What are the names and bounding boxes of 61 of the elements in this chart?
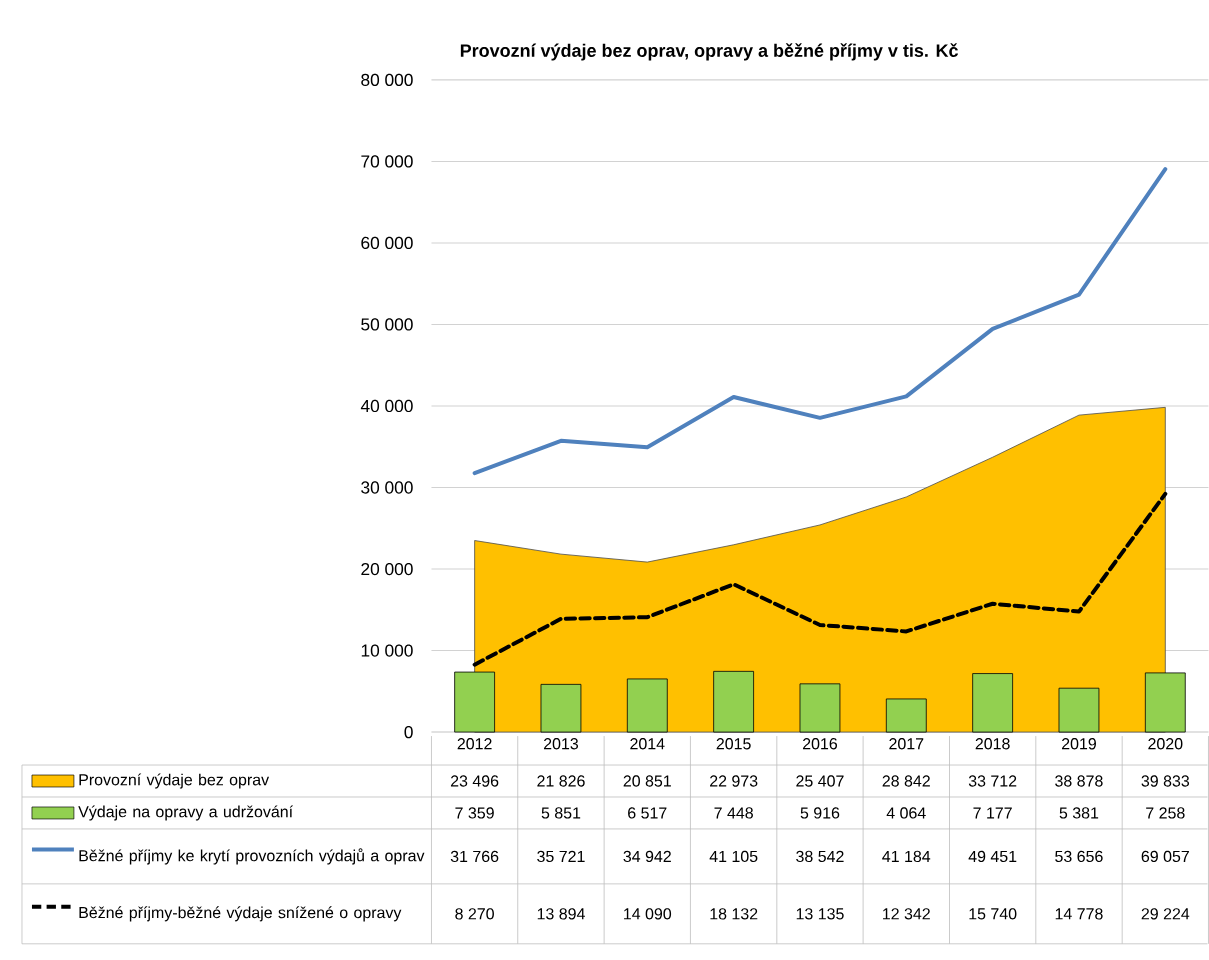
data-label: 20 851 <box>623 775 671 787</box>
x-tick-label: 2012 <box>457 738 492 750</box>
data-label: 31 766 <box>450 850 499 863</box>
data-label: 13 894 <box>537 908 585 920</box>
x-tick-label: 2016 <box>802 738 838 750</box>
data-label: 41 105 <box>709 850 758 863</box>
x-tick-label: 2017 <box>889 738 924 750</box>
data-label: 12 342 <box>883 908 930 920</box>
x-tick-label: 2014 <box>630 738 665 750</box>
legend-label: Běžné příjmy-běžné výdaje snížené o opravy <box>79 906 402 922</box>
data-label: 15 740 <box>969 908 1017 920</box>
data-label: 5 916 <box>800 807 840 819</box>
data-label: 7 177 <box>973 807 1012 819</box>
data-label: 7 359 <box>455 807 494 819</box>
data-label: 41 184 <box>882 850 931 863</box>
data-label: 14 778 <box>1055 908 1103 920</box>
data-label: 7 448 <box>714 807 753 819</box>
chart-title: Provozní výdaje bez oprav, opravy a běžné příjmy v tis. Kč <box>460 43 958 61</box>
y-tick-label: 40 000 <box>360 399 413 413</box>
data-label: 7 258 <box>1146 807 1185 819</box>
data-label: 23 496 <box>450 775 499 787</box>
y-tick-label: 20 000 <box>361 563 413 576</box>
data-label: 25 407 <box>796 775 844 787</box>
legend-label: Běžné příjmy ke krytí provozních výdajů a oprav <box>79 848 425 865</box>
data-label: 33 712 <box>968 775 1017 787</box>
data-label: 18 132 <box>710 908 758 920</box>
data-label: 69 057 <box>1141 850 1189 863</box>
y-tick-label: 50 000 <box>361 318 413 331</box>
x-tick-label: 2013 <box>543 738 579 750</box>
data-label: 14 090 <box>624 908 672 920</box>
data-label: 38 542 <box>796 850 844 863</box>
data-label: 35 721 <box>537 850 585 863</box>
x-tick-label: 2019 <box>1061 738 1096 750</box>
data-label: 8 270 <box>455 908 494 920</box>
data-label: 39 833 <box>1141 775 1190 787</box>
x-tick-label: 2020 <box>1148 738 1183 750</box>
data-label: 6 517 <box>628 807 667 819</box>
data-label: 49 451 <box>968 850 1017 863</box>
data-label: 38 878 <box>1055 775 1103 787</box>
y-tick-label: 70 000 <box>361 155 413 168</box>
data-label: 28 842 <box>882 775 930 787</box>
y-tick-label: 80 000 <box>361 73 413 87</box>
y-tick-label: 0 <box>404 726 413 739</box>
data-label: 53 656 <box>1055 850 1103 863</box>
data-label: 21 826 <box>537 775 585 787</box>
y-tick-label: 30 000 <box>361 481 413 494</box>
x-tick-label: 2015 <box>716 738 751 750</box>
line-series <box>472 167 1168 476</box>
data-label: 5 381 <box>1059 807 1099 819</box>
line-series <box>472 491 1168 667</box>
data-label: 29 224 <box>1141 908 1190 920</box>
x-tick-label: 2018 <box>975 738 1010 750</box>
legend-label: Provozní výdaje bez oprav <box>79 773 270 789</box>
data-label: 22 973 <box>710 775 758 787</box>
y-tick-label: 60 000 <box>361 236 413 250</box>
data-label: 13 135 <box>796 908 844 920</box>
data-label: 34 942 <box>623 850 671 863</box>
data-label: 4 064 <box>886 807 926 819</box>
legend-label: Výdaje na opravy a udržování <box>78 805 294 821</box>
data-label: 5 851 <box>541 807 581 819</box>
y-tick-label: 10 000 <box>361 644 413 657</box>
